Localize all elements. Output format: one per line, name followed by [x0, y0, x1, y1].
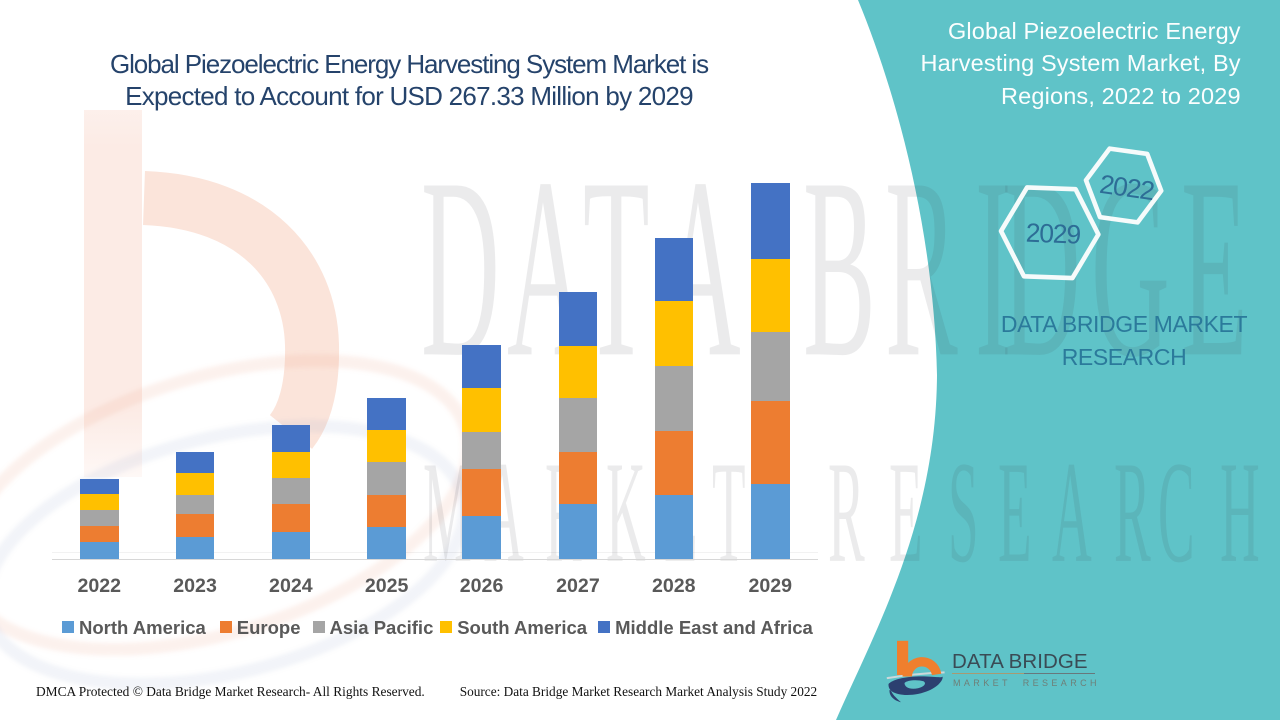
svg-text:2029: 2029 [1025, 218, 1081, 250]
svg-text:2022: 2022 [1098, 169, 1156, 206]
